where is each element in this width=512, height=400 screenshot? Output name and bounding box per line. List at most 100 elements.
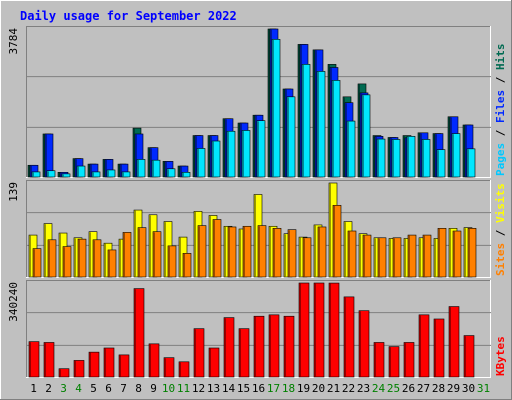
bar-sites-day-20 [317,226,327,278]
bar-sites-day-2 [47,239,57,278]
x-tick-label: 4 [75,382,82,395]
bar-kbytes-day-17 [268,314,280,378]
legend-item: / [494,223,507,243]
bar-sites-day-25 [392,237,402,278]
bar-kbytes-day-30 [463,335,475,378]
bar-sites-day-1 [32,248,42,278]
bar-kbytes-day-4 [73,360,85,378]
bar-pages-day-22 [346,120,356,178]
bar-pages-day-9 [151,159,161,178]
bar-pages-day-13 [211,140,221,178]
y-max-label: 3784 [7,28,20,55]
x-tick-label: 13 [207,382,220,395]
bar-kbytes-day-10 [163,357,175,378]
chart-title: Daily usage for September 2022 [20,9,237,23]
bar-pages-day-4 [76,165,86,178]
bar-pages-day-2 [46,170,56,178]
bar-sites-day-17 [272,228,282,278]
legend-item: / [494,70,507,90]
bar-kbytes-day-5 [88,351,100,378]
bar-pages-day-29 [451,133,461,178]
bar-pages-day-26 [406,136,416,178]
legend-usage: Pages / Files / Hits [494,44,507,177]
x-tick-label: 12 [192,382,205,395]
bar-sites-day-22 [347,230,357,278]
bar-pages-day-30 [466,148,476,178]
bar-pages-day-7 [121,171,131,178]
bar-pages-day-10 [166,168,176,178]
bar-kbytes-day-12 [193,328,205,378]
x-tick-label: 3 [60,382,67,395]
legend-kbytes: KBytes [494,336,507,376]
bar-sites-day-15 [242,225,252,278]
x-tick-label: 6 [105,382,112,395]
bar-kbytes-day-26 [403,342,415,378]
bar-kbytes-day-28 [433,318,445,378]
bar-kbytes-day-22 [343,296,355,378]
bar-kbytes-day-8 [133,288,145,378]
x-tick-label: 28 [432,382,445,395]
x-tick-label: 19 [297,382,310,395]
legend-item: Hits [494,44,507,71]
bar-pages-day-14 [226,130,236,178]
bar-kbytes-day-25 [388,346,400,378]
bar-kbytes-day-29 [448,306,460,378]
bar-kbytes-day-15 [238,328,250,378]
bar-sites-day-10 [167,245,177,278]
bar-pages-day-25 [391,139,401,178]
bar-kbytes-day-2 [43,342,55,378]
x-tick-label: 16 [252,382,265,395]
bar-kbytes-day-23 [358,310,370,378]
legend-item: Sites [494,243,507,276]
bar-sites-day-23 [362,234,372,278]
bar-pages-day-3 [61,173,71,178]
x-tick-label: 1 [30,382,37,395]
y-max-label: 139 [7,182,20,202]
bar-kbytes-day-21 [328,282,340,378]
bar-kbytes-day-13 [208,347,220,378]
x-tick-label: 25 [387,382,400,395]
bar-sites-day-3 [62,246,72,278]
legend-item: KBytes [494,336,507,376]
x-tick-label: 22 [342,382,355,395]
x-tick-label: 29 [447,382,460,395]
x-tick-label: 2 [45,382,52,395]
bar-pages-day-21 [331,80,341,178]
bar-pages-day-5 [91,171,101,178]
bar-pages-day-1 [31,171,41,178]
bar-kbytes-day-1 [28,341,40,378]
bar-sites-day-28 [437,228,447,278]
legend-item: Pages [494,143,507,176]
bar-sites-day-8 [137,227,147,278]
x-tick-label: 11 [177,382,190,395]
bar-kbytes-day-3 [58,368,70,378]
bar-pages-day-12 [196,148,206,178]
bar-kbytes-day-14 [223,317,235,378]
bar-sites-day-29 [452,230,462,278]
x-axis-day-labels: 1 2 3 4 5 6 7 8 9 10 11 12 13 14 15 16 17 18 19 20 21 22 23 24 2… [30,382,490,395]
bar-pages-day-16 [256,120,266,178]
x-tick-label: 8 [135,382,142,395]
bar-sites-day-16 [257,225,267,278]
panel-kbytes: 340240 KBytes [7,280,507,378]
bar-pages-day-15 [241,130,251,178]
x-tick-label: 20 [312,382,325,395]
legend-visits: Sites / Visits [494,183,507,276]
x-tick-label: 26 [402,382,415,395]
bar-sites-day-14 [227,226,237,278]
bar-pages-day-17 [271,39,281,178]
y-max-label: 340240 [7,282,20,322]
bar-sites-day-18 [287,229,297,278]
x-tick-label: 18 [282,382,295,395]
x-tick-label: 17 [267,382,280,395]
bar-pages-day-28 [436,149,446,178]
bar-pages-day-19 [301,64,311,178]
x-tick-label: 27 [417,382,430,395]
bar-kbytes-day-18 [283,315,295,378]
bar-sites-day-5 [92,239,102,278]
legend-item: Visits [494,183,507,223]
bar-sites-day-19 [302,237,312,278]
bar-pages-day-18 [286,96,296,178]
bar-sites-day-21 [332,205,342,278]
